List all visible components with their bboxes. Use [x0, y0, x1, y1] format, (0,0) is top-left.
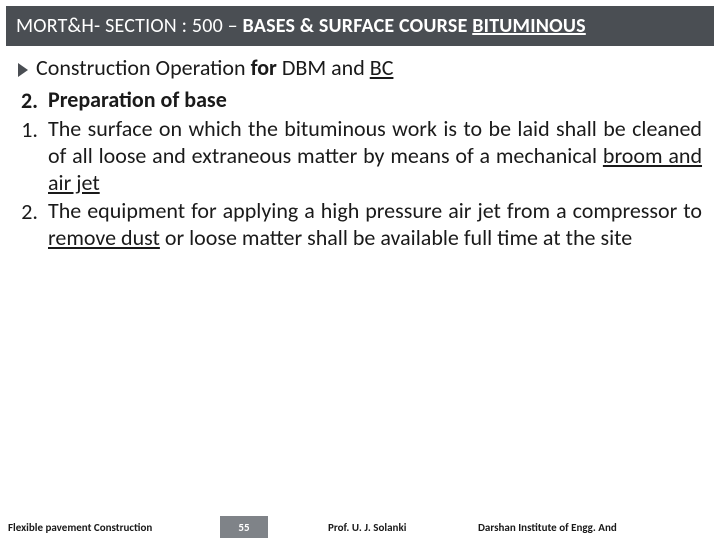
item-number: 2. [18, 198, 48, 252]
title-underlined: BITUMINOUS [472, 14, 586, 38]
lead-line: Construction Operation for DBM and BC [18, 54, 702, 81]
lead-bold: for [251, 54, 277, 81]
bullet-arrow-icon [18, 63, 28, 77]
title-bold: BASES & SURFACE COURSE [243, 14, 473, 38]
item-number: 2. [18, 87, 48, 114]
title-prefix: MORT&H- SECTION : 500 – [16, 14, 243, 38]
title-bar: MORT&H- SECTION : 500 – BASES & SURFACE … [6, 6, 714, 46]
item-text: Preparation of base [48, 87, 702, 114]
lead-under: BC [370, 54, 394, 81]
list-item: 2. Preparation of base [18, 87, 702, 114]
list-item: 1. The surface on which the bituminous w… [18, 116, 702, 196]
footer: Flexible pavement Construction 55 Prof. … [0, 514, 720, 540]
seg-underlined: remove dust [48, 224, 160, 251]
list-item: 2. The equipment for applying a high pre… [18, 198, 702, 252]
item-text: The equipment for applying a high pressu… [48, 198, 702, 252]
page-number-badge: 55 [220, 516, 268, 538]
footer-left: Flexible pavement Construction [0, 521, 220, 534]
lead-pre: Construction Operation [36, 54, 251, 81]
item-text: The surface on which the bituminous work… [48, 116, 702, 196]
footer-institute: Darshan Institute of Engg. And [478, 521, 720, 534]
content-area: Construction Operation for DBM and BC 2.… [18, 54, 702, 252]
seg: or loose matter shall be available full … [160, 224, 632, 251]
title-text: MORT&H- SECTION : 500 – BASES & SURFACE … [16, 14, 586, 38]
lead-mid: DBM and [277, 54, 370, 81]
item-number: 1. [18, 116, 48, 196]
footer-professor: Prof. U. J. Solanki [328, 521, 478, 534]
lead-text: Construction Operation for DBM and BC [36, 54, 393, 81]
seg: The equipment for applying a high pressu… [48, 197, 702, 224]
